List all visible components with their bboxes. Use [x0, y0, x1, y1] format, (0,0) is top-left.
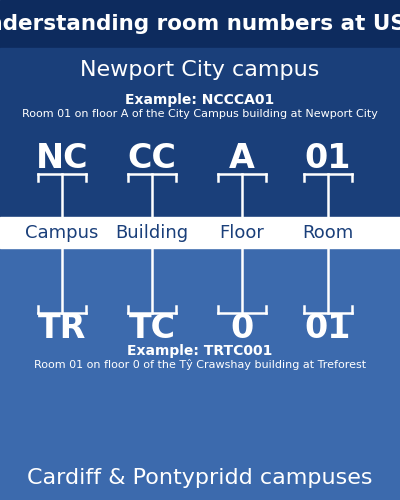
Text: Floor: Floor [220, 224, 264, 242]
Text: A: A [229, 142, 255, 174]
Text: 0: 0 [230, 312, 254, 346]
Text: Room 01 on floor 0 of the Tŷ Crawshay building at Treforest: Room 01 on floor 0 of the Tŷ Crawshay bu… [34, 360, 366, 370]
Text: Campus: Campus [25, 224, 99, 242]
Text: NC: NC [36, 142, 88, 174]
Text: TC: TC [128, 312, 176, 346]
Bar [0, 48, 400, 217]
Text: 01: 01 [305, 312, 351, 346]
Text: TR: TR [38, 312, 86, 346]
Text: Example: TRTC001: Example: TRTC001 [127, 344, 273, 358]
Text: Building: Building [116, 224, 188, 242]
Bar [0, 217, 400, 248]
Text: Room 01 on floor A of the City Campus building at Newport City: Room 01 on floor A of the City Campus bu… [22, 109, 378, 119]
Text: 01: 01 [305, 142, 351, 174]
Text: Cardiff & Pontypridd campuses: Cardiff & Pontypridd campuses [27, 468, 373, 488]
Bar [0, 248, 400, 500]
Bar [0, 0, 400, 48]
Text: Example: NCCCA01: Example: NCCCA01 [125, 93, 275, 107]
Text: Understanding room numbers at USW: Understanding room numbers at USW [0, 14, 400, 34]
Text: Newport City campus: Newport City campus [80, 60, 320, 80]
Text: CC: CC [128, 142, 176, 174]
Text: Room: Room [302, 224, 354, 242]
